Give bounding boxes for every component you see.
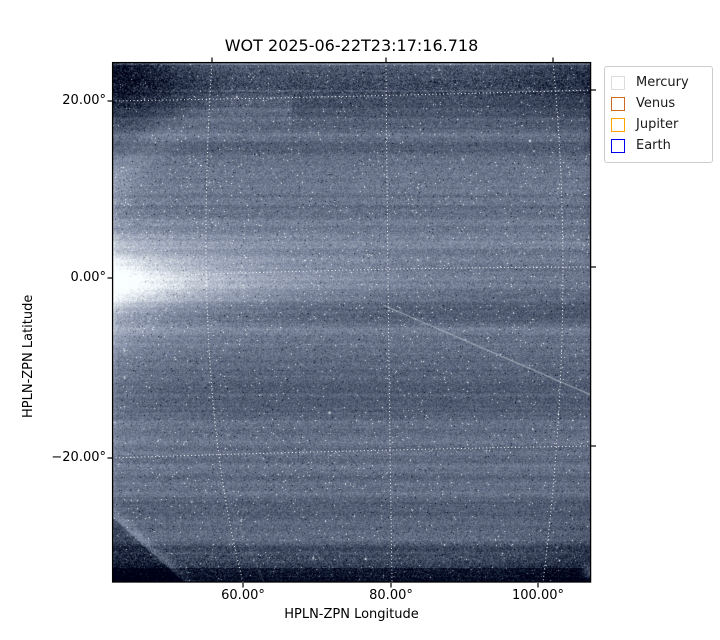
legend-label: Venus <box>636 96 676 111</box>
x-tick-label-60: 60.00° <box>221 588 265 603</box>
plot-area <box>112 62 591 582</box>
y-tick-label-0: 0.00° <box>70 270 106 285</box>
legend-item-venus: Venus <box>611 93 708 114</box>
legend-item-earth: Earth <box>611 135 708 156</box>
legend-swatch-earth <box>611 138 625 153</box>
y-tick-label-m20: −20.00° <box>51 450 106 465</box>
legend-item-jupiter: Jupiter <box>611 114 708 135</box>
legend-swatch-mercury <box>611 75 625 90</box>
legend-swatch-jupiter <box>611 117 625 132</box>
legend-swatch-venus <box>611 96 625 111</box>
plot-title: WOT 2025-06-22T23:17:16.718 <box>224 36 479 55</box>
x-tick-label-100: 100.00° <box>512 588 564 603</box>
legend: Mercury Venus Jupiter Earth <box>604 66 713 163</box>
legend-item-mercury: Mercury <box>611 72 708 93</box>
legend-label: Earth <box>636 138 671 153</box>
x-tick-label-80: 80.00° <box>369 588 413 603</box>
legend-items: Mercury Venus Jupiter Earth <box>611 72 708 156</box>
sky-image <box>112 62 591 582</box>
legend-label: Jupiter <box>636 117 679 132</box>
legend-label: Mercury <box>636 75 689 90</box>
x-axis-label: HPLN-ZPN Longitude <box>284 607 419 622</box>
y-axis-label: HPLN-ZPN Latitude <box>21 294 36 418</box>
y-tick-label-20: 20.00° <box>62 93 106 108</box>
